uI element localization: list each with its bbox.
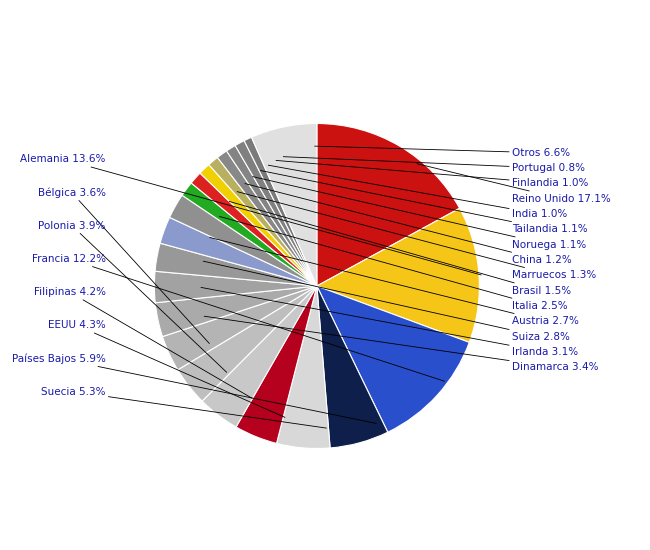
Wedge shape bbox=[276, 286, 330, 448]
Text: Alemania 13.6%: Alemania 13.6% bbox=[20, 154, 481, 275]
Wedge shape bbox=[244, 137, 317, 286]
Wedge shape bbox=[191, 173, 317, 286]
Text: Austria 2.7%: Austria 2.7% bbox=[210, 238, 578, 326]
Wedge shape bbox=[227, 146, 317, 286]
Text: Francia 12.2%: Francia 12.2% bbox=[32, 254, 445, 381]
Text: Tailandia 1.1%: Tailandia 1.1% bbox=[261, 170, 588, 234]
Wedge shape bbox=[182, 183, 317, 286]
Wedge shape bbox=[160, 217, 317, 286]
Wedge shape bbox=[155, 243, 317, 286]
Wedge shape bbox=[218, 151, 317, 286]
Wedge shape bbox=[162, 286, 317, 370]
Text: Filipinas 4.2%: Filipinas 4.2% bbox=[34, 287, 252, 398]
Wedge shape bbox=[155, 286, 317, 337]
Wedge shape bbox=[236, 286, 317, 443]
Text: Reino Unido 17.1%: Reino Unido 17.1% bbox=[417, 164, 610, 204]
Text: Países Bajos 5.9%: Países Bajos 5.9% bbox=[12, 353, 376, 424]
Text: Dinamarca 3.4%: Dinamarca 3.4% bbox=[204, 316, 599, 372]
Wedge shape bbox=[209, 157, 317, 286]
Wedge shape bbox=[252, 124, 317, 286]
Wedge shape bbox=[177, 286, 317, 401]
Wedge shape bbox=[317, 286, 388, 448]
Wedge shape bbox=[317, 124, 460, 286]
Text: Irlanda 3.1%: Irlanda 3.1% bbox=[201, 288, 578, 357]
Text: Portugal 0.8%: Portugal 0.8% bbox=[283, 157, 585, 173]
Text: Polonia 3.9%: Polonia 3.9% bbox=[38, 221, 227, 372]
Text: Italia 2.5%: Italia 2.5% bbox=[220, 216, 567, 311]
Text: Brasil 1.5%: Brasil 1.5% bbox=[229, 201, 571, 296]
Wedge shape bbox=[317, 286, 469, 432]
Text: Otros 6.6%: Otros 6.6% bbox=[315, 146, 570, 158]
Text: China 1.2%: China 1.2% bbox=[245, 184, 571, 265]
Text: http://www.foro-ciudad.com: http://www.foro-ciudad.com bbox=[476, 532, 630, 543]
Wedge shape bbox=[235, 141, 317, 286]
Text: Finlandia 1.0%: Finlandia 1.0% bbox=[276, 161, 588, 189]
Wedge shape bbox=[170, 195, 317, 286]
Text: Noruega 1.1%: Noruega 1.1% bbox=[253, 177, 586, 250]
Text: Suiza 2.8%: Suiza 2.8% bbox=[203, 261, 570, 342]
Text: Salobreña - Turistas extranjeros según país - Abril de 2024: Salobreña - Turistas extranjeros según p… bbox=[81, 15, 569, 31]
Text: Marruecos 1.3%: Marruecos 1.3% bbox=[237, 191, 596, 280]
Wedge shape bbox=[202, 286, 317, 427]
Text: EEUU 4.3%: EEUU 4.3% bbox=[48, 320, 285, 417]
Wedge shape bbox=[317, 208, 479, 343]
Text: Suecia 5.3%: Suecia 5.3% bbox=[41, 387, 326, 428]
Wedge shape bbox=[200, 164, 317, 286]
Wedge shape bbox=[154, 271, 317, 303]
Text: Bélgica 3.6%: Bélgica 3.6% bbox=[38, 187, 209, 344]
Text: India 1.0%: India 1.0% bbox=[268, 165, 567, 219]
